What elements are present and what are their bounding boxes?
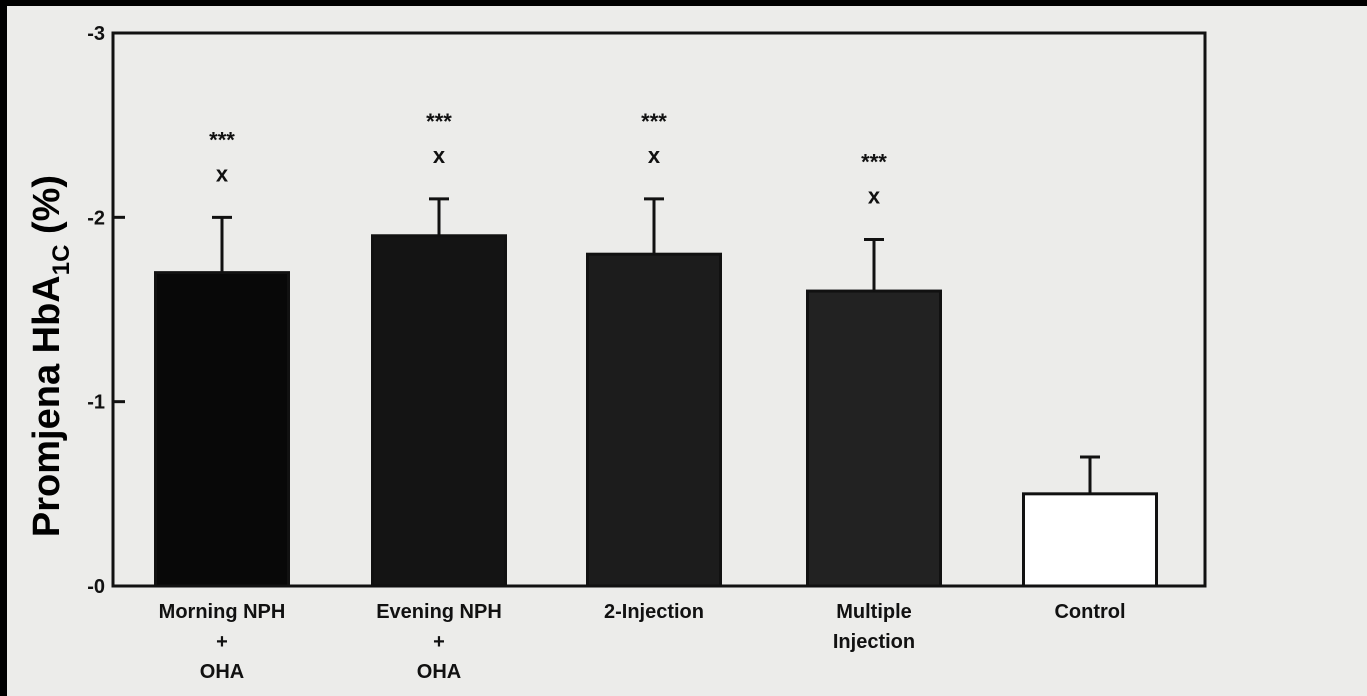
category-label-0-2: OHA [200,661,244,683]
category-label-3-0: Multiple [836,601,912,623]
category-label-2-0: 2-Injection [604,601,704,623]
category-label-3-1: Injection [833,631,915,653]
y-axis-label-unit: (%) [26,175,68,245]
significance-2: *** [641,109,667,134]
y-tick-label-1: -2 [87,207,105,229]
category-label-1-0: Evening NPH [376,601,502,623]
marker-1: x [433,143,446,168]
y-axis-label-subscript: 1C [48,245,75,276]
y-axis-label-main: Promjena HbA [26,275,68,537]
marker-2: x [648,143,661,168]
marker-3: x [868,183,881,208]
significance-0: *** [209,127,235,152]
significance-1: *** [426,109,452,134]
category-label-1-2: OHA [417,661,461,683]
y-axis-label: Promjena HbA1C (%) [26,175,75,537]
y-tick-label-0: -3 [87,23,105,45]
bar-4 [1022,492,1158,588]
marker-0: x [216,161,229,186]
significance-3: *** [861,149,887,174]
chart-figure: -3 -2 -1 -0 x *** Morning NPH + OHA x *** Evening N… [7,6,1367,696]
category-label-0-1: + [216,631,228,653]
bar-chart: -3 -2 -1 -0 x *** Morning NPH + OHA x *** Evening N… [26,23,1207,683]
category-label-1-1: + [433,631,445,653]
category-label-4-0: Control [1054,601,1125,623]
bar-1 [371,234,507,588]
y-tick-label-3: -0 [87,576,105,598]
category-label-0-0: Morning NPH [159,601,286,623]
bar-2 [586,252,722,588]
bar-0 [154,271,290,588]
bar-3 [806,289,942,588]
y-tick-label-2: -1 [87,392,105,414]
